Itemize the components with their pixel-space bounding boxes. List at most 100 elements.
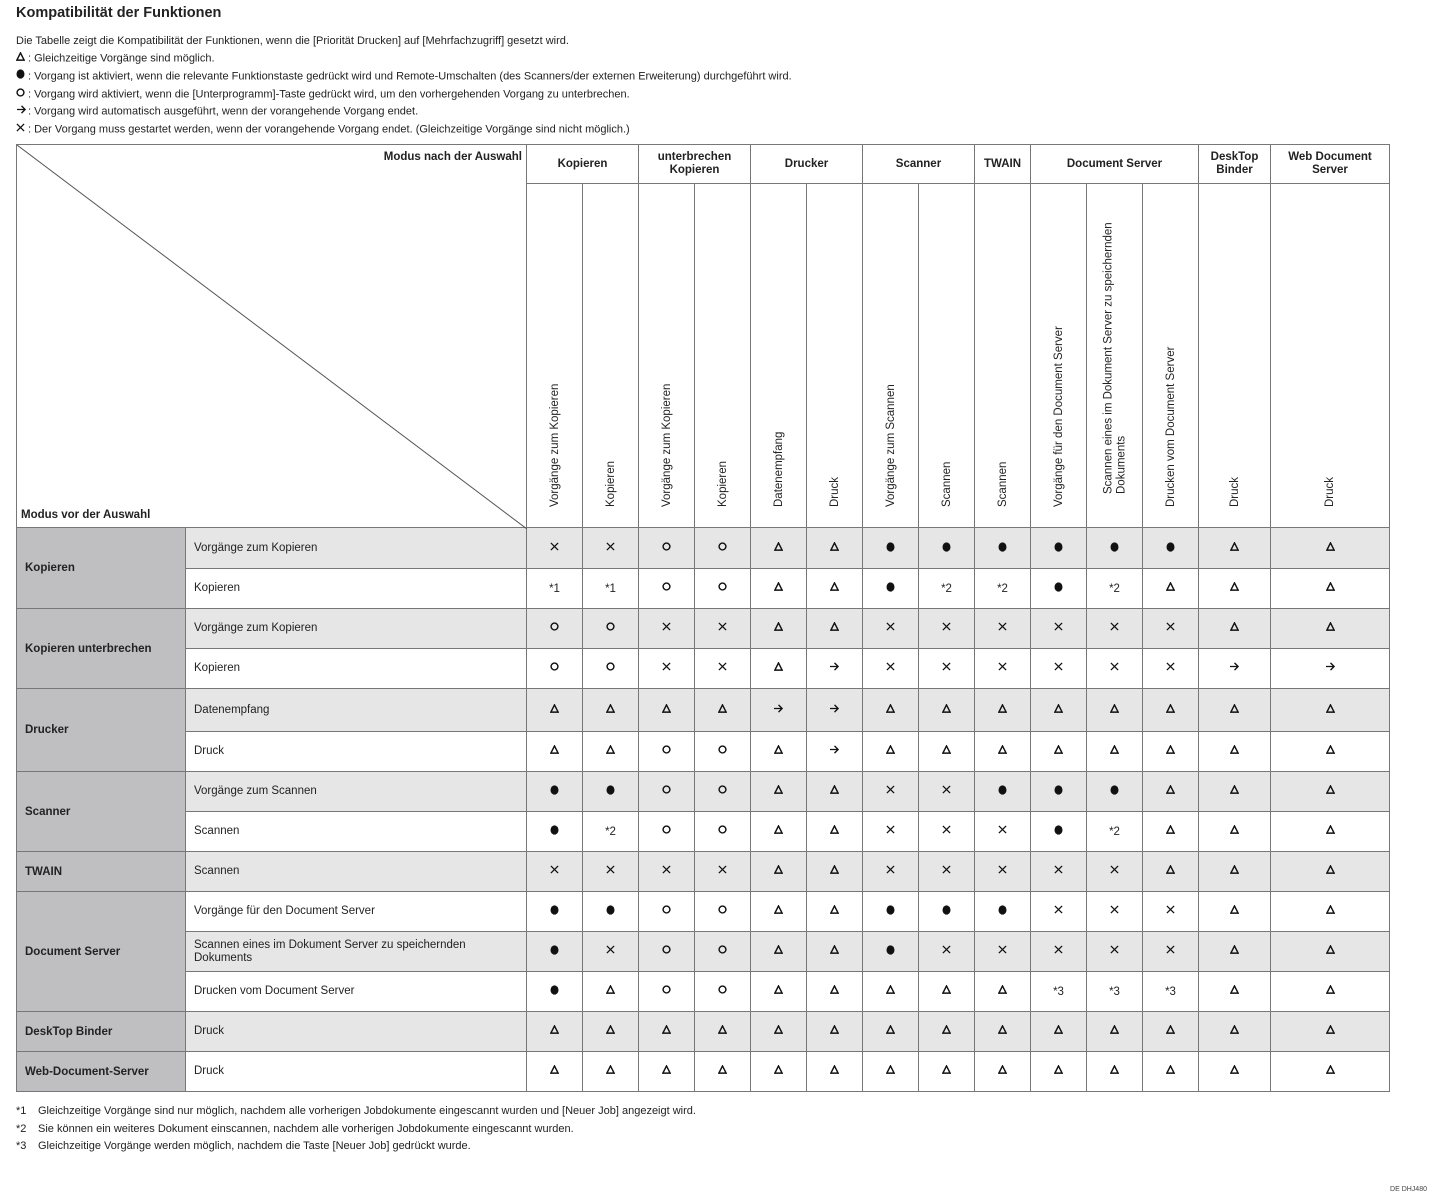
table-cell — [1142, 891, 1199, 932]
triangle-icon — [1324, 864, 1336, 877]
triangle-icon — [1324, 984, 1336, 997]
row-group-header: Scanner — [16, 771, 186, 852]
table-cell — [694, 688, 751, 732]
column-header: Datenempfang — [750, 183, 807, 528]
triangle-icon — [1229, 541, 1241, 554]
table-cell — [862, 1011, 919, 1052]
circle-icon — [16, 86, 28, 103]
table-cell — [1270, 648, 1390, 689]
triangle-icon — [1324, 744, 1336, 757]
column-group-header: Web Document Server — [1270, 144, 1390, 184]
triangle-icon — [773, 864, 785, 877]
triangle-icon — [773, 1064, 785, 1077]
circle-icon — [605, 662, 617, 674]
filled-circle-icon — [885, 582, 897, 595]
cross-icon — [549, 865, 561, 877]
legend: Die Tabelle zeigt die Kompatibilität der… — [15, 33, 792, 139]
table-cell — [750, 1051, 807, 1092]
triangle-icon — [941, 984, 953, 997]
table-cell — [638, 1051, 695, 1092]
column-header-label: Scannen — [996, 461, 1009, 507]
triangle-icon — [773, 541, 785, 554]
triangle-icon — [885, 703, 897, 716]
table-cell: *1 — [582, 568, 639, 609]
triangle-icon — [1324, 784, 1336, 797]
triangle-icon — [1324, 824, 1336, 837]
legend-item: : Der Vorgang muss gestartet werden, wen… — [16, 121, 792, 139]
table-cell — [974, 688, 1031, 732]
footnote-ref: *3 — [1053, 985, 1064, 998]
table-cell: *1 — [526, 568, 583, 609]
table-cell — [1270, 971, 1390, 1012]
table-cell — [526, 891, 583, 932]
table-cell — [582, 891, 639, 932]
footnote-ref: *3 — [1165, 985, 1176, 998]
table-cell — [1270, 771, 1390, 812]
table-cell — [806, 688, 863, 732]
triangle-icon — [829, 784, 841, 797]
triangle-icon — [1229, 703, 1241, 716]
table-cell — [918, 527, 975, 569]
cross-icon — [1165, 905, 1177, 917]
row-group-header: Web-Document-Server — [16, 1051, 186, 1092]
footnote-ref: *1 — [605, 582, 616, 595]
table-cell — [582, 731, 639, 772]
triangle-icon — [1229, 1064, 1241, 1077]
filled-circle-icon — [549, 785, 561, 798]
triangle-icon — [1229, 864, 1241, 877]
table-cell — [1198, 771, 1271, 812]
column-header: Kopieren — [694, 183, 751, 528]
triangle-icon — [1109, 1064, 1121, 1077]
circle-icon — [661, 542, 673, 554]
table-cell — [1142, 688, 1199, 732]
table-row: Kopieren Vorgänge zum Kopieren — [16, 527, 1390, 609]
triangle-icon — [1229, 621, 1241, 634]
arrow-right-icon — [829, 662, 841, 674]
table-cell — [526, 1011, 583, 1052]
table-cell — [862, 527, 919, 569]
footnote-text: Sie können ein weiteres Dokument einscan… — [38, 1122, 574, 1135]
table-cell — [750, 731, 807, 772]
column-group-header: unterbrechen Kopieren — [638, 144, 751, 184]
triangle-icon — [773, 904, 785, 917]
table-cell — [750, 527, 807, 569]
table-cell — [1270, 608, 1390, 649]
table-cell — [694, 1051, 751, 1092]
triangle-icon — [829, 904, 841, 917]
table-cell — [638, 971, 695, 1012]
triangle-icon — [605, 984, 617, 997]
column-header-label: Druck — [1228, 476, 1241, 507]
table-cell — [1142, 771, 1199, 812]
column-header: Vorgänge zum Scannen — [862, 183, 919, 528]
table-cell — [1086, 851, 1143, 892]
table-cell — [694, 931, 751, 972]
footnote-ref: *2 — [997, 582, 1008, 595]
table-cell — [1030, 771, 1087, 812]
legend-item: : Vorgang wird automatisch ausgeführt, w… — [16, 103, 792, 121]
table-row: Kopieren *1 *1 *2 *2 *2 — [17, 568, 1390, 609]
table-cell — [1142, 851, 1199, 892]
triangle-icon — [549, 1064, 561, 1077]
circle-icon — [661, 905, 673, 917]
column-group-header: Drucker — [750, 144, 863, 184]
filled-circle-icon — [1053, 785, 1065, 798]
cross-icon — [16, 121, 28, 138]
triangle-icon — [1229, 784, 1241, 797]
table-cell — [918, 1011, 975, 1052]
cross-icon — [1053, 662, 1065, 674]
table-cell — [1086, 1011, 1143, 1052]
table-cell — [918, 851, 975, 892]
legend-item: : Vorgang ist aktiviert, wenn die releva… — [16, 68, 792, 86]
table-cell — [750, 608, 807, 649]
legend-text: : Gleichzeitige Vorgänge sind möglich. — [28, 52, 215, 65]
table-cell — [694, 648, 751, 689]
table-cell — [974, 648, 1031, 689]
table-cell — [526, 527, 583, 569]
table-cell — [526, 608, 583, 649]
table-cell — [974, 851, 1031, 892]
footnote-mark: *3 — [16, 1140, 27, 1152]
triangle-icon — [1053, 703, 1065, 716]
circle-icon — [661, 582, 673, 594]
filled-circle-icon — [1053, 825, 1065, 838]
table-cell — [694, 811, 751, 852]
